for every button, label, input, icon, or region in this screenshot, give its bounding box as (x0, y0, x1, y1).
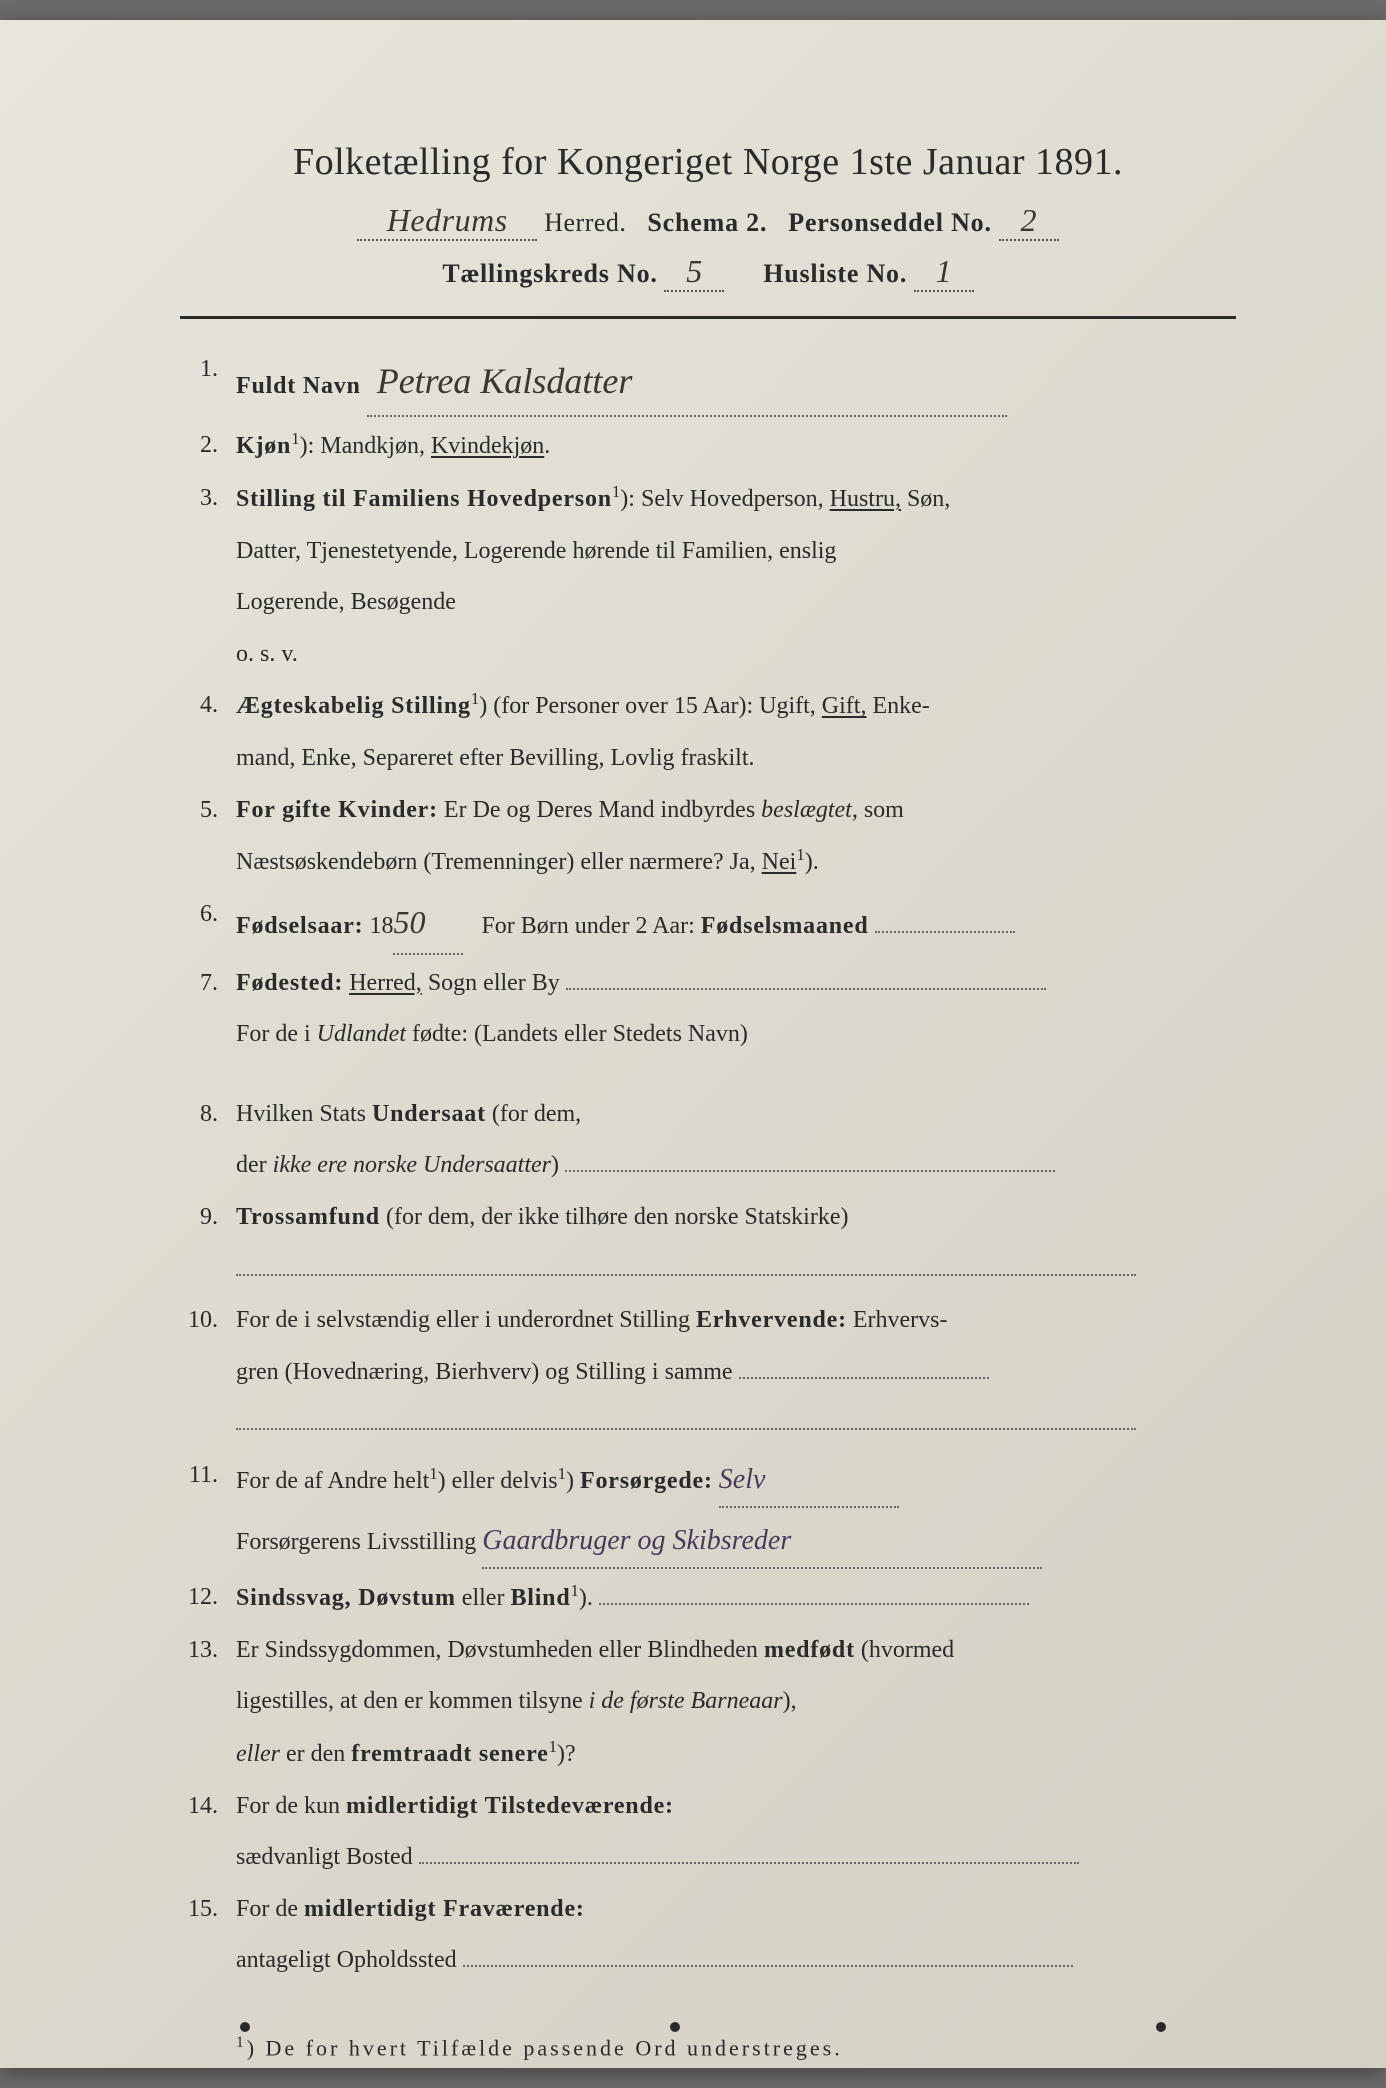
herred-field: Hedrums (357, 202, 537, 241)
q9: 9. Trossamfund (for dem, der ikke tilhør… (180, 1195, 1236, 1241)
personseddel-no: 2 (999, 202, 1059, 241)
trossamfund-field (236, 1274, 1136, 1276)
q5: 5. For gifte Kvinder: Er De og Deres Man… (180, 788, 1236, 834)
taellingskreds-no: 5 (664, 253, 724, 292)
selected-hustru: Hustru, (830, 486, 901, 512)
q10: 10. For de i selvstændig eller i underor… (180, 1298, 1236, 1344)
q12: 12. Sindssvag, Døvstum eller Blind1). (180, 1575, 1236, 1622)
q6: 6. Fødselsaar: 1850 For Børn under 2 Aar… (180, 892, 1236, 955)
q4: 4. Ægteskabelig Stilling1) (for Personer… (180, 683, 1236, 730)
q10-line2: gren (Hovednæring, Bierhverv) og Stillin… (180, 1350, 1236, 1396)
q3-line4: o. s. v. (180, 632, 1236, 678)
year-field: 50 (393, 892, 463, 955)
forsorgede-field: Selv (719, 1453, 899, 1508)
q5-line2: Næstsøskendebørn (Tremenninger) eller næ… (180, 839, 1236, 886)
q13-line2: ligestilles, at den er kommen tilsyne i … (180, 1679, 1236, 1725)
q14: 14. For de kun midlertidigt Tilstedevære… (180, 1784, 1236, 1830)
document-page: Folketælling for Kongeriget Norge 1ste J… (0, 20, 1386, 2068)
q8-line2: der ikke ere norske Undersaatter) (180, 1143, 1236, 1189)
q9-line2 (180, 1247, 1236, 1293)
opholdssted-field (463, 1965, 1073, 1967)
q13: 13. Er Sindssygdommen, Døvstumheden elle… (180, 1628, 1236, 1674)
ink-spot (240, 2022, 250, 2032)
erhverv-field (739, 1377, 989, 1379)
q10-line3 (180, 1401, 1236, 1447)
ink-spot (1156, 2022, 1166, 2032)
q14-line2: sædvanligt Bosted (180, 1835, 1236, 1881)
husliste-no: 1 (914, 253, 974, 292)
selected-nei: Nei (762, 849, 797, 875)
blind-field (599, 1603, 1029, 1605)
q3-line3: Logerende, Besøgende (180, 580, 1236, 626)
q11-line2: Forsørgerens Livsstilling Gaardbruger og… (180, 1514, 1236, 1569)
bosted-field (419, 1862, 1079, 1864)
name-field: Petrea Kalsdatter (367, 347, 1007, 417)
selected-kvindekjon: Kvindekjøn (431, 433, 544, 459)
selected-gift: Gift, (822, 693, 867, 719)
q7: 7. Fødested: Herred, Sogn eller By (180, 961, 1236, 1007)
main-title: Folketælling for Kongeriget Norge 1ste J… (180, 140, 1236, 184)
q8: 8. Hvilken Stats Undersaat (for dem, (180, 1092, 1236, 1138)
q2: 2. Kjøn1): Mandkjøn, Kvindekjøn. (180, 423, 1236, 470)
q3-line2: Datter, Tjenestetyende, Logerende hørend… (180, 529, 1236, 575)
month-field (875, 931, 1015, 933)
q3: 3. Stilling til Familiens Hovedperson1):… (180, 476, 1236, 523)
divider (180, 316, 1236, 319)
q15: 15. For de midlertidigt Fraværende: (180, 1887, 1236, 1933)
selected-herred: Herred, (349, 970, 422, 996)
subtitle-row-2: Tællingskreds No. 5 Husliste No. 1 (180, 253, 1236, 292)
ink-spot (670, 2022, 680, 2032)
livsstilling-field: Gaardbruger og Skibsreder (482, 1514, 1042, 1569)
birthplace-field (566, 988, 1046, 990)
subtitle-row-1: Hedrums Herred. Schema 2. Personseddel N… (180, 202, 1236, 241)
q4-line2: mand, Enke, Separeret efter Bevilling, L… (180, 736, 1236, 782)
header: Folketælling for Kongeriget Norge 1ste J… (180, 140, 1236, 292)
q13-line3: eller er den fremtraadt senere1)? (180, 1731, 1236, 1778)
q1: 1. Fuldt Navn Petrea Kalsdatter (180, 347, 1236, 417)
q11: 11. For de af Andre helt1) eller delvis1… (180, 1453, 1236, 1508)
form-entries: 1. Fuldt Navn Petrea Kalsdatter 2. Kjøn1… (180, 347, 1236, 1984)
undersaat-field (565, 1170, 1055, 1172)
q15-line2: antageligt Opholdssted (180, 1938, 1236, 1984)
q7-line2: For de i Udlandet fødte: (Landets eller … (180, 1012, 1236, 1058)
